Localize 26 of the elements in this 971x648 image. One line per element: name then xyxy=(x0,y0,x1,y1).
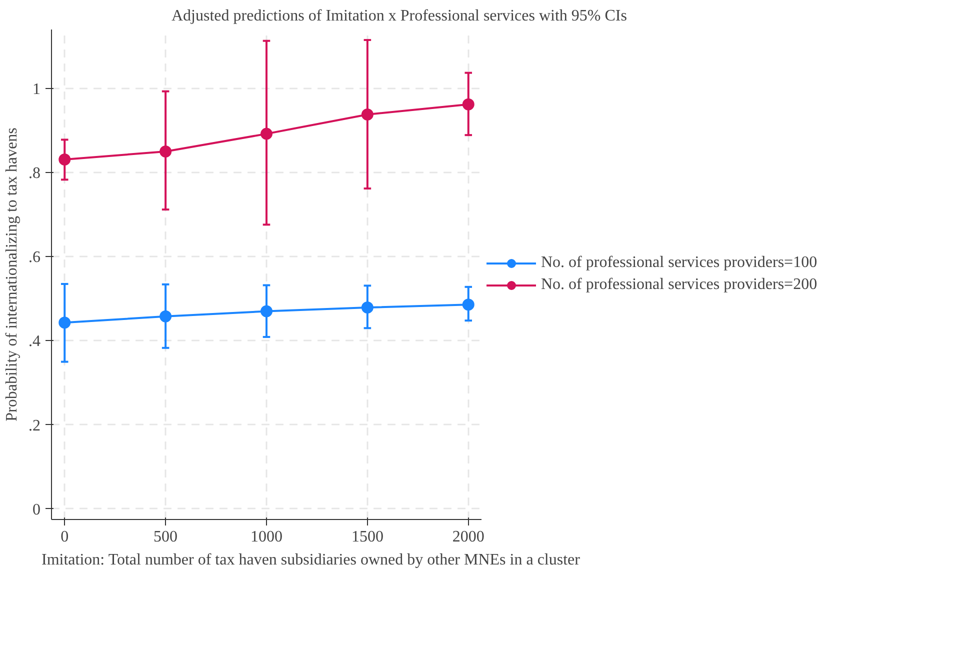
point xyxy=(58,153,71,166)
point xyxy=(260,305,272,318)
x-tick-label: 1500 xyxy=(351,528,384,546)
point xyxy=(58,316,71,329)
y-tick-label: .4 xyxy=(28,333,40,350)
y-tick-label: 1 xyxy=(32,80,40,98)
x-tick-label: 2000 xyxy=(452,528,484,546)
y-tick-label: .6 xyxy=(28,249,40,266)
x-tick-label: 500 xyxy=(154,528,178,546)
point xyxy=(361,108,374,120)
point xyxy=(260,128,272,140)
point xyxy=(462,298,474,311)
y-axis-title: Probability of internationalizing to tax havens xyxy=(4,128,20,422)
x-tick-label: 0 xyxy=(60,528,69,546)
x-tick-label: 1000 xyxy=(250,528,282,546)
x-axis-title: Imitation: Total number of tax haven subsidiaries owned by other MNEs in a cluster xyxy=(42,552,581,568)
legend-label: No. of professional services providers=100 xyxy=(541,254,818,272)
chart-title: Adjusted predictions of Imitation x Professional services with 95% CIs xyxy=(172,8,627,24)
y-tick-label: 0 xyxy=(32,501,40,518)
point xyxy=(361,302,374,314)
y-tick-label: .2 xyxy=(28,417,40,434)
point xyxy=(160,310,172,322)
point xyxy=(462,98,474,110)
legend-label: No. of professional services providers=200 xyxy=(541,276,818,294)
y-tick-label: .8 xyxy=(28,165,40,182)
point xyxy=(160,145,172,158)
